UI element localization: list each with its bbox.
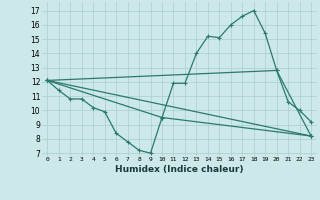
X-axis label: Humidex (Indice chaleur): Humidex (Indice chaleur): [115, 165, 244, 174]
